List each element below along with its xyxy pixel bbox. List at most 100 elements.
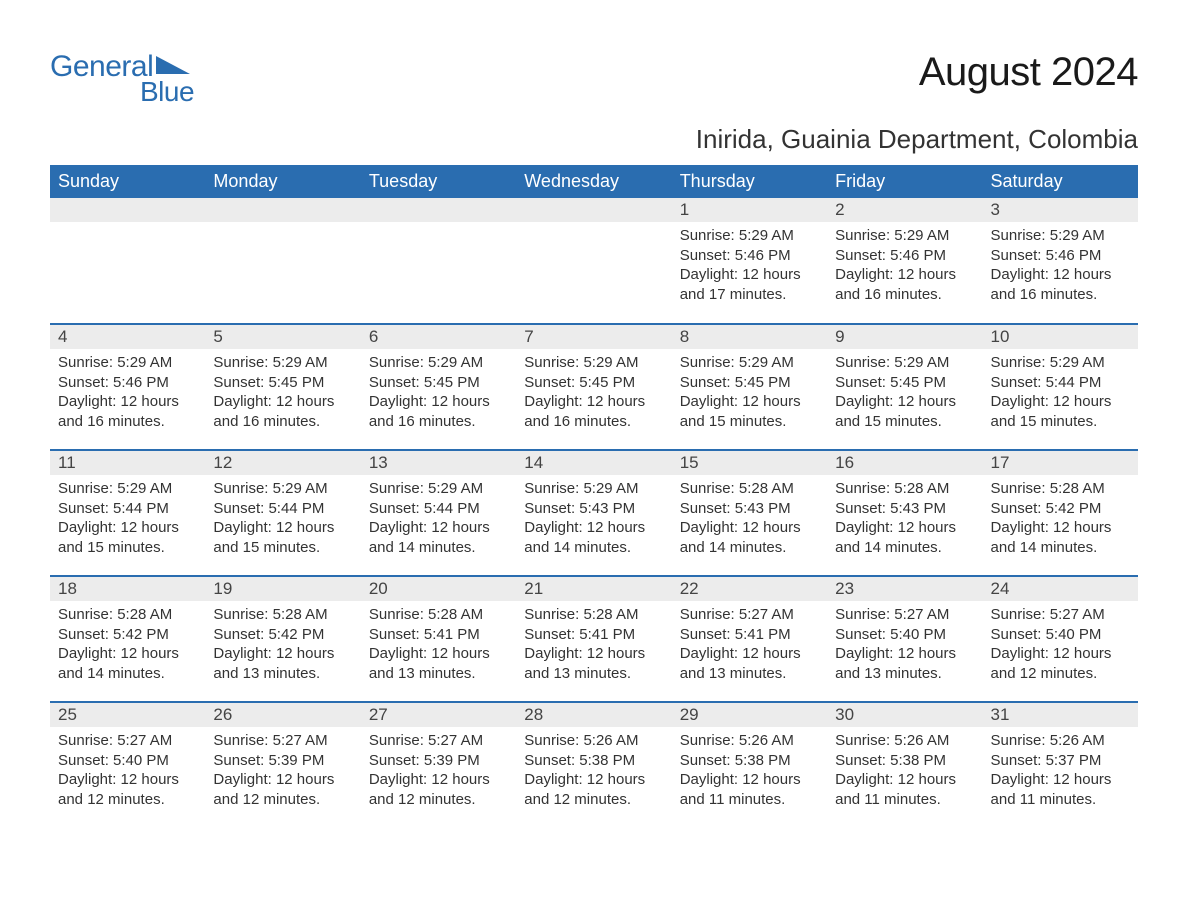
daylight-line: Daylight: 12 hours and 16 minutes. (991, 265, 1130, 304)
sunset-line: Sunset: 5:41 PM (524, 625, 663, 645)
day-details: Sunrise: 5:29 AMSunset: 5:46 PMDaylight:… (672, 222, 827, 312)
title-block: August 2024 (919, 50, 1138, 95)
sunrise-line: Sunrise: 5:28 AM (991, 479, 1130, 499)
calendar-day-cell: 30Sunrise: 5:26 AMSunset: 5:38 PMDayligh… (827, 702, 982, 828)
day-details: Sunrise: 5:28 AMSunset: 5:42 PMDaylight:… (983, 475, 1138, 565)
calendar-day-cell: 15Sunrise: 5:28 AMSunset: 5:43 PMDayligh… (672, 450, 827, 576)
sunset-line: Sunset: 5:45 PM (524, 373, 663, 393)
sunrise-line: Sunrise: 5:28 AM (524, 605, 663, 625)
weekday-header: Friday (827, 165, 982, 198)
logo-word2: Blue (140, 76, 194, 108)
day-details: Sunrise: 5:27 AMSunset: 5:40 PMDaylight:… (50, 727, 205, 817)
calendar-day-cell: 25Sunrise: 5:27 AMSunset: 5:40 PMDayligh… (50, 702, 205, 828)
month-title: August 2024 (919, 50, 1138, 95)
logo-word1: General (50, 50, 153, 84)
day-details: Sunrise: 5:27 AMSunset: 5:40 PMDaylight:… (983, 601, 1138, 691)
sunset-line: Sunset: 5:40 PM (835, 625, 974, 645)
sunrise-line: Sunrise: 5:29 AM (213, 479, 352, 499)
calendar-day-cell: 18Sunrise: 5:28 AMSunset: 5:42 PMDayligh… (50, 576, 205, 702)
day-details: Sunrise: 5:27 AMSunset: 5:40 PMDaylight:… (827, 601, 982, 691)
sunrise-line: Sunrise: 5:27 AM (213, 731, 352, 751)
sunrise-line: Sunrise: 5:26 AM (991, 731, 1130, 751)
calendar-day-cell: 2Sunrise: 5:29 AMSunset: 5:46 PMDaylight… (827, 198, 982, 324)
day-details: Sunrise: 5:29 AMSunset: 5:44 PMDaylight:… (983, 349, 1138, 439)
sunset-line: Sunset: 5:45 PM (213, 373, 352, 393)
day-details: Sunrise: 5:28 AMSunset: 5:42 PMDaylight:… (205, 601, 360, 691)
daylight-line: Daylight: 12 hours and 14 minutes. (680, 518, 819, 557)
daylight-line: Daylight: 12 hours and 12 minutes. (369, 770, 508, 809)
calendar-day-cell: 22Sunrise: 5:27 AMSunset: 5:41 PMDayligh… (672, 576, 827, 702)
calendar-day-cell: 12Sunrise: 5:29 AMSunset: 5:44 PMDayligh… (205, 450, 360, 576)
sunset-line: Sunset: 5:41 PM (680, 625, 819, 645)
sunset-line: Sunset: 5:37 PM (991, 751, 1130, 771)
header-row: General Blue August 2024 (50, 50, 1138, 108)
day-details: Sunrise: 5:29 AMSunset: 5:43 PMDaylight:… (516, 475, 671, 565)
calendar-day-cell: 29Sunrise: 5:26 AMSunset: 5:38 PMDayligh… (672, 702, 827, 828)
day-details: Sunrise: 5:29 AMSunset: 5:46 PMDaylight:… (983, 222, 1138, 312)
day-details: Sunrise: 5:29 AMSunset: 5:45 PMDaylight:… (827, 349, 982, 439)
sunset-line: Sunset: 5:39 PM (213, 751, 352, 771)
calendar-day-cell: 16Sunrise: 5:28 AMSunset: 5:43 PMDayligh… (827, 450, 982, 576)
daylight-line: Daylight: 12 hours and 17 minutes. (680, 265, 819, 304)
calendar-empty-cell (50, 198, 205, 324)
calendar-day-cell: 4Sunrise: 5:29 AMSunset: 5:46 PMDaylight… (50, 324, 205, 450)
sunset-line: Sunset: 5:43 PM (524, 499, 663, 519)
sunset-line: Sunset: 5:46 PM (991, 246, 1130, 266)
calendar-day-cell: 17Sunrise: 5:28 AMSunset: 5:42 PMDayligh… (983, 450, 1138, 576)
daylight-line: Daylight: 12 hours and 12 minutes. (524, 770, 663, 809)
daylight-line: Daylight: 12 hours and 13 minutes. (213, 644, 352, 683)
day-details: Sunrise: 5:28 AMSunset: 5:43 PMDaylight:… (672, 475, 827, 565)
day-details: Sunrise: 5:29 AMSunset: 5:44 PMDaylight:… (361, 475, 516, 565)
empty-day-bar (50, 198, 205, 222)
daylight-line: Daylight: 12 hours and 16 minutes. (58, 392, 197, 431)
calendar-body: 1Sunrise: 5:29 AMSunset: 5:46 PMDaylight… (50, 198, 1138, 828)
daylight-line: Daylight: 12 hours and 15 minutes. (991, 392, 1130, 431)
day-details: Sunrise: 5:28 AMSunset: 5:41 PMDaylight:… (361, 601, 516, 691)
sunset-line: Sunset: 5:44 PM (991, 373, 1130, 393)
daylight-line: Daylight: 12 hours and 11 minutes. (680, 770, 819, 809)
day-number: 11 (50, 451, 205, 475)
calendar-day-cell: 1Sunrise: 5:29 AMSunset: 5:46 PMDaylight… (672, 198, 827, 324)
calendar-day-cell: 21Sunrise: 5:28 AMSunset: 5:41 PMDayligh… (516, 576, 671, 702)
sunrise-line: Sunrise: 5:27 AM (58, 731, 197, 751)
day-details: Sunrise: 5:26 AMSunset: 5:38 PMDaylight:… (672, 727, 827, 817)
day-number: 29 (672, 703, 827, 727)
daylight-line: Daylight: 12 hours and 12 minutes. (58, 770, 197, 809)
daylight-line: Daylight: 12 hours and 15 minutes. (213, 518, 352, 557)
sunset-line: Sunset: 5:44 PM (369, 499, 508, 519)
sunrise-line: Sunrise: 5:26 AM (524, 731, 663, 751)
sunrise-line: Sunrise: 5:29 AM (835, 353, 974, 373)
daylight-line: Daylight: 12 hours and 11 minutes. (835, 770, 974, 809)
day-number: 19 (205, 577, 360, 601)
calendar-week-row: 4Sunrise: 5:29 AMSunset: 5:46 PMDaylight… (50, 324, 1138, 450)
sunrise-line: Sunrise: 5:29 AM (213, 353, 352, 373)
calendar-day-cell: 31Sunrise: 5:26 AMSunset: 5:37 PMDayligh… (983, 702, 1138, 828)
daylight-line: Daylight: 12 hours and 12 minutes. (213, 770, 352, 809)
day-details: Sunrise: 5:28 AMSunset: 5:42 PMDaylight:… (50, 601, 205, 691)
calendar-day-cell: 19Sunrise: 5:28 AMSunset: 5:42 PMDayligh… (205, 576, 360, 702)
daylight-line: Daylight: 12 hours and 15 minutes. (835, 392, 974, 431)
weekday-header: Monday (205, 165, 360, 198)
day-details: Sunrise: 5:29 AMSunset: 5:45 PMDaylight:… (361, 349, 516, 439)
day-number: 12 (205, 451, 360, 475)
day-details: Sunrise: 5:27 AMSunset: 5:41 PMDaylight:… (672, 601, 827, 691)
sunset-line: Sunset: 5:38 PM (835, 751, 974, 771)
sunrise-line: Sunrise: 5:27 AM (835, 605, 974, 625)
sunset-line: Sunset: 5:45 PM (680, 373, 819, 393)
calendar-day-cell: 13Sunrise: 5:29 AMSunset: 5:44 PMDayligh… (361, 450, 516, 576)
calendar-day-cell: 23Sunrise: 5:27 AMSunset: 5:40 PMDayligh… (827, 576, 982, 702)
day-details: Sunrise: 5:29 AMSunset: 5:45 PMDaylight:… (205, 349, 360, 439)
sunrise-line: Sunrise: 5:29 AM (369, 353, 508, 373)
sunrise-line: Sunrise: 5:28 AM (213, 605, 352, 625)
day-number: 10 (983, 325, 1138, 349)
day-details: Sunrise: 5:29 AMSunset: 5:46 PMDaylight:… (827, 222, 982, 312)
calendar-week-row: 11Sunrise: 5:29 AMSunset: 5:44 PMDayligh… (50, 450, 1138, 576)
sunset-line: Sunset: 5:39 PM (369, 751, 508, 771)
day-number: 7 (516, 325, 671, 349)
day-number: 22 (672, 577, 827, 601)
sunrise-line: Sunrise: 5:26 AM (680, 731, 819, 751)
calendar-day-cell: 6Sunrise: 5:29 AMSunset: 5:45 PMDaylight… (361, 324, 516, 450)
sunset-line: Sunset: 5:44 PM (58, 499, 197, 519)
calendar-day-cell: 9Sunrise: 5:29 AMSunset: 5:45 PMDaylight… (827, 324, 982, 450)
calendar-day-cell: 10Sunrise: 5:29 AMSunset: 5:44 PMDayligh… (983, 324, 1138, 450)
